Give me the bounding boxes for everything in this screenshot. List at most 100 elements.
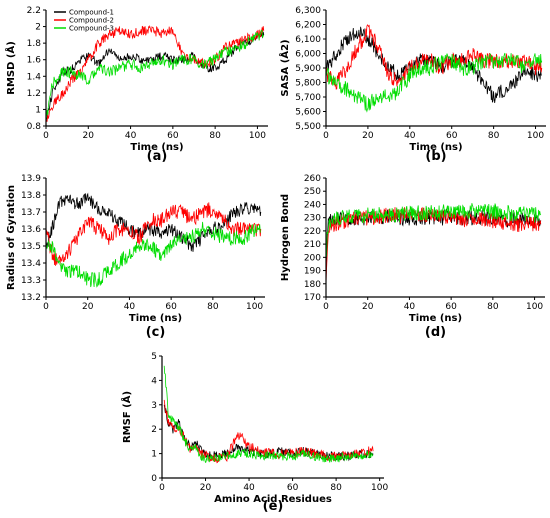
y-tick-label: 13.3	[21, 276, 41, 286]
y-tick-label: 5,600	[295, 108, 321, 118]
y-tick-label: 1	[35, 105, 41, 115]
y-tick-label: 190	[304, 267, 321, 277]
x-tick-label: 100	[246, 302, 263, 312]
y-tick-label: 0.8	[27, 122, 42, 132]
y-tick-label: 200	[304, 253, 321, 263]
chart-panel-a: 0 20 40 60 80 100 0.8 1 1.2 1.4 1.6 1.8 2 2.2 Time (ns…	[4, 6, 268, 164]
y-tick-label: 4	[151, 376, 157, 386]
x-tick-label: 100	[527, 131, 544, 141]
x-tick-label: 40	[124, 302, 136, 312]
y-tick-label: 13.5	[21, 242, 41, 252]
y-tick-label: 2.2	[27, 6, 41, 16]
y-tick-label: 13.2	[21, 293, 41, 303]
series-line-compound-3	[325, 52, 543, 113]
y-tick-label: 1.6	[27, 56, 42, 66]
series-line-compound-3	[45, 29, 265, 122]
y-tick-label: 3	[151, 401, 157, 411]
series-line-compound-2	[163, 399, 374, 464]
x-axis-label: Time (ns)	[409, 313, 462, 324]
y-tick-label: 170	[304, 293, 321, 303]
series-line-compound-1	[163, 404, 374, 462]
chart-panel-e: 0 20 40 60 80 100 0 1 2 3 4 5 Amino Acid Residues RMS…	[120, 352, 389, 514]
x-tick-label: 40	[243, 483, 255, 493]
y-axis-label: RMSD (Å)	[4, 41, 17, 95]
x-tick-label: 80	[487, 302, 499, 312]
y-tick-label: 0	[151, 474, 157, 484]
series-line-compound-3	[163, 365, 374, 464]
x-tick-label: 80	[330, 483, 342, 493]
y-tick-label: 1.4	[27, 72, 42, 82]
y-tick-label: 210	[304, 240, 321, 250]
x-tick-label: 60	[446, 131, 458, 141]
chart-panel-d: 0 20 40 60 80 100 170 180 190 200 210 220 230 240 250 2…	[280, 174, 545, 340]
y-tick-label: 5,900	[295, 64, 321, 74]
y-tick-label: 5,500	[295, 122, 321, 132]
y-tick-label: 1.2	[27, 89, 41, 99]
panel-label-e: (e)	[263, 499, 284, 514]
y-tick-label: 1.8	[27, 39, 42, 49]
panel-label-c: (c)	[146, 325, 166, 340]
series-line-compound-3	[325, 203, 542, 258]
y-tick-label: 260	[304, 174, 321, 184]
panel-label-d: (d)	[425, 325, 446, 340]
series-line-compound-3	[45, 221, 262, 288]
x-tick-label: 40	[404, 302, 416, 312]
x-tick-label: 20	[83, 131, 95, 141]
chart-panel-c: 0 20 40 60 80 100 13.2 13.3 13.4 13.5 13.6 13.7 13.8…	[6, 174, 265, 340]
y-axis-label: Radius of Gyration	[6, 185, 17, 290]
y-tick-label: 13.4	[21, 259, 41, 269]
x-tick-label: 40	[125, 131, 137, 141]
y-tick-label: 13.9	[21, 174, 41, 184]
x-axis-label: Time (ns)	[129, 313, 182, 324]
x-tick-label: 20	[200, 483, 212, 493]
y-tick-label: 1	[151, 450, 157, 460]
series-line-compound-2	[45, 202, 262, 266]
y-axis-label: SASA (Å2)	[278, 39, 291, 96]
y-axis-label: RMSF (Å)	[120, 391, 133, 443]
x-tick-label: 60	[445, 302, 457, 312]
x-tick-label: 0	[159, 483, 165, 493]
y-tick-label: 13.7	[21, 208, 41, 218]
legend-label: Compound-2	[69, 17, 114, 25]
y-tick-label: 2	[151, 425, 157, 435]
y-tick-label: 230	[304, 214, 321, 224]
x-tick-label: 60	[165, 302, 177, 312]
x-tick-label: 80	[209, 131, 221, 141]
x-tick-label: 20	[362, 131, 374, 141]
y-tick-label: 2	[35, 23, 41, 33]
y-tick-label: 220	[304, 227, 321, 237]
y-tick-label: 250	[304, 187, 321, 197]
x-tick-label: 0	[323, 131, 329, 141]
x-tick-label: 0	[43, 131, 49, 141]
x-tick-label: 80	[488, 131, 500, 141]
panel-label-a: (a)	[147, 149, 168, 164]
x-tick-label: 60	[167, 131, 179, 141]
legend-label: Compound-3	[69, 25, 114, 33]
y-tick-label: 6,200	[295, 21, 321, 31]
x-tick-label: 60	[287, 483, 299, 493]
series-line-compound-1	[325, 26, 542, 104]
y-axis-label: Hydrogen Bond	[280, 194, 291, 281]
y-tick-label: 6,300	[295, 6, 321, 16]
y-tick-label: 5,800	[295, 79, 321, 89]
x-tick-label: 20	[82, 302, 94, 312]
x-tick-label: 80	[207, 302, 219, 312]
y-tick-label: 13.8	[21, 191, 41, 201]
y-tick-label: 240	[304, 200, 321, 210]
chart-panel-b: 0 20 40 60 80 100 5,500 5,600 5,700 5,800 5,900 6,0…	[278, 6, 546, 164]
x-axis-label: Amino Acid Residues	[214, 494, 332, 505]
x-tick-label: 0	[323, 302, 329, 312]
panel-label-b: (b)	[425, 149, 446, 164]
y-tick-label: 6,000	[295, 50, 321, 60]
x-tick-label: 20	[362, 302, 374, 312]
x-tick-label: 0	[43, 302, 49, 312]
y-tick-label: 5,700	[295, 93, 321, 103]
y-tick-label: 6,100	[295, 35, 321, 45]
series-line-compound-2	[45, 24, 265, 123]
y-tick-label: 5	[151, 352, 157, 362]
x-tick-label: 100	[249, 131, 266, 141]
x-tick-label: 100	[371, 483, 388, 493]
x-axis-label: Time (ns)	[409, 142, 462, 153]
